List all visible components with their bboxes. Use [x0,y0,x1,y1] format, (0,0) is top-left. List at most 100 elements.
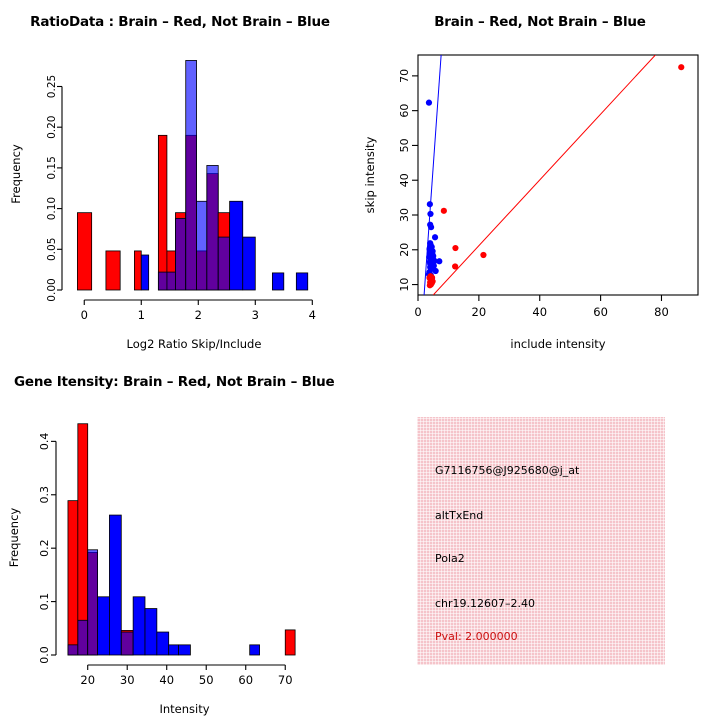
scatter-trendline-not-brain [423,55,442,295]
gene-x-tick-label: 40 [159,673,174,687]
probe-info-box: G7116756@J925680@j_at altTxEnd Pola2 chr… [417,417,665,665]
intensity-scatter-plot: 10 20 30 40 50 60 70 0 20 40 60 80 include intensity… [363,54,699,351]
ratio-bar-blue [185,60,197,291]
ratio-x-tick-label: 3 [252,308,259,322]
ratio-plot-group: 0.00 0.05 0.10 0.15 0.20 0.25 0 1 2 3 4 Log2 Ratio … [9,60,316,351]
gene-bar-blue [132,596,146,656]
ratio-histogram-title: RatioData : Brain – Red, Not Brain – Blu… [30,14,330,30]
probe-id-text: G7116756@J925680@j_at [435,464,580,477]
gene-bar-blue [87,549,98,656]
ratio-bar-red [134,250,142,291]
gene-bar-blue [77,619,89,656]
scatter-y-tick-label: 20 [398,243,411,257]
ratio-y-tick-label: 0.10 [46,197,58,220]
scatter-point-not-brain [429,248,436,255]
scatter-point-brain [426,274,433,282]
gene-bar-blue [120,631,134,656]
scatter-point-not-brain [426,201,433,208]
event-type-text: altTxEnd [435,509,484,522]
gene-symbol-text: Pola2 [435,552,465,565]
gene-y-tick-label: 0.3 [38,486,51,504]
pval-text: Pval: 2.000000 [435,630,518,643]
ratio-x-axis-label: Log2 Ratio Skip/Include [127,337,262,351]
gene-x-tick-label: 20 [80,673,95,687]
scatter-point-brain [678,64,685,71]
ratio-bar-red [105,250,121,291]
scatter-point-brain [452,244,459,252]
scatter-y-tick-label: 10 [398,278,411,292]
scatter-y-axis-label: skip intensity [363,136,377,213]
panel-intensity-scatter: Brain – Red, Not Brain – Blue 10 20 30 40 50… [360,0,720,360]
ratio-y-tick-label: 0.25 [46,75,58,98]
locus-text: chr19.12607–2.40 [435,597,536,610]
scatter-x-tick-label: 80 [654,305,669,319]
scatter-x-tick-label: 60 [593,305,608,319]
scatter-y-tick-label: 60 [398,104,411,118]
gene-bar-red [284,629,296,656]
gene-y-tick-label: 0.0 [38,646,51,664]
scatter-y-tick-label: 30 [398,208,411,222]
ratio-x-tick-label: 1 [138,308,145,322]
ratio-bar-blue [196,200,208,291]
gene-y-tick-label: 0.1 [38,593,51,611]
ratio-bar-blue [157,271,168,291]
gene-intensity-histogram-plot: 0.0 0.1 0.2 0.3 0.4 20 30 40 50 60 70 Intensity Freq… [7,423,296,716]
gene-histogram-title: Gene Itensity: Brain – Red, Not Brain – … [14,374,335,390]
ratio-bar-blue [217,236,231,291]
gene-bar-blue [249,644,260,656]
panel-gene-intensity-histogram: Gene Itensity: Brain – Red, Not Brain – … [0,360,360,720]
gene-bar-blue [144,608,158,656]
gene-plot-group: 0.0 0.1 0.2 0.3 0.4 20 30 40 50 60 70 Intensity Freq… [7,423,296,716]
ratio-y-tick-label: 0.20 [46,115,58,138]
ratio-bar-red [157,134,168,291]
gene-y-axis-label: Frequency [7,508,21,568]
gene-y-tick-label: 0.2 [38,539,51,557]
ratio-bar-blue [271,272,285,291]
ratio-bar-blue [295,272,309,291]
ratio-y-tick-label: 0.00 [46,278,58,301]
scatter-plot-frame [417,54,699,296]
ratio-y-tick-label: 0.15 [46,156,58,179]
ratio-bar-blue [206,165,219,291]
panel-probe-info: G7116756@J925680@j_at altTxEnd Pola2 chr… [360,360,720,720]
scatter-point-brain [440,207,447,214]
gene-bar-red [67,500,79,656]
scatter-trendline-brain [432,55,656,295]
gene-bar-blue [109,514,122,656]
scatter-x-tick-label: 20 [472,305,487,319]
scatter-series-group [423,55,685,295]
gene-bar-blue [97,596,110,656]
ratio-bar-blue [242,236,256,291]
gene-x-tick-label: 60 [238,673,253,687]
gene-bar-blue [67,644,79,656]
scatter-plot-group: 10 20 30 40 50 60 70 0 20 40 60 80 include intensity… [363,54,699,351]
ratio-bar-blue [166,271,176,291]
ratio-x-tick-label: 4 [309,308,316,322]
scatter-x-tick-label: 0 [414,305,421,319]
ratio-histogram-plot: 0.00 0.05 0.10 0.15 0.20 0.25 0 1 2 3 4 Log2 Ratio … [9,60,316,351]
scatter-point-brain [480,251,487,259]
scatter-point-brain [452,263,459,270]
gene-x-tick-label: 30 [120,673,135,687]
panel-ratio-histogram: RatioData : Brain – Red, Not Brain – Blu… [0,0,360,360]
ratio-bar-blue [175,217,187,291]
scatter-y-tick-label: 40 [398,173,411,187]
ratio-bar-blue [229,200,244,291]
scatter-title: Brain – Red, Not Brain – Blue [434,14,646,30]
scatter-y-tick-label: 50 [398,138,411,152]
ratio-x-tick-label: 2 [195,308,202,322]
scatter-point-not-brain [427,260,434,267]
scatter-y-tick-label: 70 [398,69,411,83]
gene-x-tick-label: 50 [199,673,214,687]
scatter-point-not-brain [431,234,439,241]
ratio-y-tick-label: 0.05 [46,238,58,261]
scatter-point-not-brain [427,210,434,218]
ratio-x-tick-label: 0 [81,308,88,322]
scatter-point-not-brain [436,258,443,265]
gene-y-tick-label: 0.4 [38,433,51,451]
gene-bar-blue [156,631,170,656]
scatter-point-not-brain [425,99,433,106]
gene-x-tick-label: 70 [278,673,293,687]
scatter-x-axis-label: include intensity [510,337,605,351]
